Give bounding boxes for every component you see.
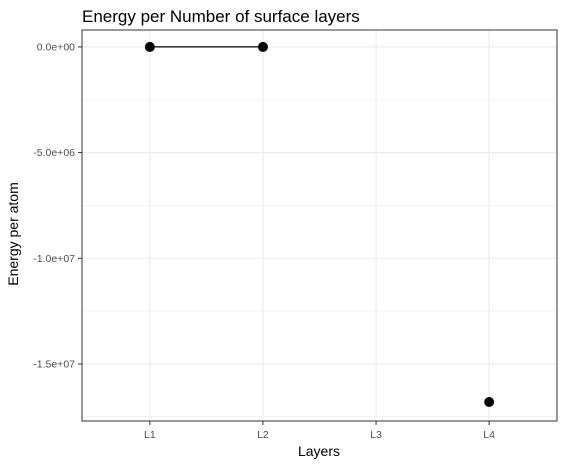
grid-minor: [82, 99, 557, 418]
data-point: [144, 41, 155, 52]
x-tick-label: L2: [257, 429, 269, 441]
panel-border: [81, 29, 558, 422]
series-points: [144, 41, 495, 407]
chart-title: Energy per Number of surface layers: [82, 7, 360, 26]
x-tick-label: L4: [483, 429, 495, 441]
x-tick-label: L3: [370, 429, 382, 441]
y-axis-ticks: 0.0e+00 -5.0e+06 -1.0e+07 -1.5e+07: [33, 41, 82, 370]
data-point: [257, 41, 268, 52]
data-point: [484, 396, 495, 407]
y-tick-label: -1.0e+07: [33, 253, 75, 265]
y-tick-label: -1.5e+07: [33, 358, 75, 370]
y-tick-label: -5.0e+06: [33, 147, 75, 159]
y-axis-title: Energy per atom: [5, 182, 21, 286]
grid-major: [82, 30, 557, 421]
x-tick-label: L1: [144, 429, 156, 441]
x-axis-ticks: L1 L2 L3 L4: [144, 421, 495, 441]
x-axis-title: Layers: [298, 443, 340, 459]
y-tick-label: 0.0e+00: [37, 41, 75, 53]
